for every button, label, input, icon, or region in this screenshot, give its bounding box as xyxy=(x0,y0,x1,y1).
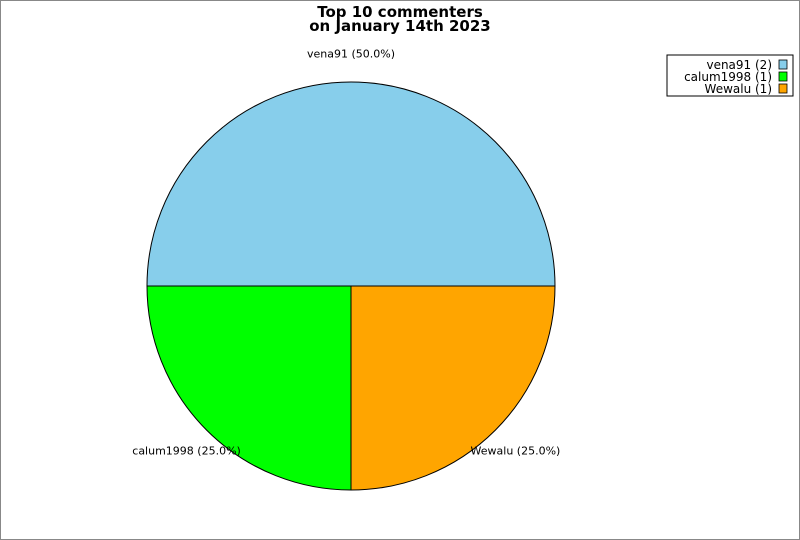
slice-label-calum1998: calum1998 (25.0%) xyxy=(132,444,241,457)
pie-slice-calum1998 xyxy=(146,285,352,491)
chart-title-line-2: on January 14th 2023 xyxy=(309,17,490,35)
slice-label-vena91: vena91 (50.0%) xyxy=(307,47,395,60)
pie-slice-Wewalu xyxy=(350,285,556,491)
legend-label-Wewalu: Wewalu (1) xyxy=(705,82,772,96)
legend-swatch-Wewalu xyxy=(778,83,788,94)
legend-swatch-calum1998 xyxy=(778,71,788,82)
legend: vena91 (2)calum1998 (1)Wewalu (1) xyxy=(666,54,794,97)
legend-label-vena91: vena91 (2) xyxy=(706,58,772,72)
legend-box xyxy=(666,54,794,97)
chart-title-line-1: Top 10 commenters xyxy=(317,3,483,21)
legend-label-calum1998: calum1998 (1) xyxy=(684,70,772,84)
legend-swatch-vena91 xyxy=(778,59,788,70)
pie-slice-vena91 xyxy=(146,81,556,287)
slice-label-Wewalu: Wewalu (25.0%) xyxy=(471,444,561,457)
